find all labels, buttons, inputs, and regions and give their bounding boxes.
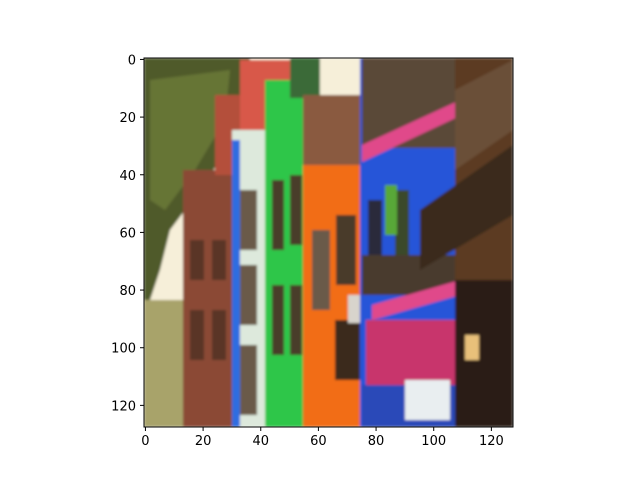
y-tick-label: 100 xyxy=(111,342,136,357)
pink-lattice xyxy=(366,320,460,388)
green-window-2 xyxy=(290,175,302,245)
tree-foliage-light xyxy=(150,70,230,210)
x-tick-label: 20 xyxy=(195,434,212,449)
green-window-3 xyxy=(272,285,284,355)
green-window-4 xyxy=(290,285,302,355)
y-tick-label: 20 xyxy=(119,111,136,126)
brick-window-3 xyxy=(190,310,204,360)
pale-window-3 xyxy=(237,345,257,415)
y-axis: 0 20 40 60 80 100 120 xyxy=(111,53,144,414)
x-tick-label: 40 xyxy=(252,434,269,449)
pale-window-2 xyxy=(237,265,257,325)
green-top xyxy=(290,58,320,98)
green-window-1 xyxy=(272,180,284,250)
x-tick-label: 0 xyxy=(141,434,149,449)
x-tick-label: 80 xyxy=(368,434,385,449)
x-tick-label: 100 xyxy=(421,434,446,449)
y-tick-label: 40 xyxy=(119,169,136,184)
y-tick-label: 80 xyxy=(119,284,136,299)
axes-frame xyxy=(143,57,514,428)
lamp xyxy=(465,335,479,360)
brick-window-4 xyxy=(212,310,226,360)
orange-window-2 xyxy=(336,215,356,285)
white-sheet xyxy=(405,380,450,420)
pink-band-top xyxy=(362,100,460,162)
orange-shadow xyxy=(303,95,363,165)
wood-lower xyxy=(455,280,513,427)
photo-image xyxy=(144,58,513,427)
blue-stripe xyxy=(232,140,240,427)
brick-window-2 xyxy=(212,240,226,280)
x-axis: 0 20 40 60 80 100 120 xyxy=(141,427,504,449)
blue-window-2 xyxy=(395,190,409,260)
wood-balcony-diagonal xyxy=(420,145,513,270)
y-tick-label: 0 xyxy=(128,53,136,68)
green-plant xyxy=(385,185,397,235)
brick-building xyxy=(183,170,235,427)
orange-window-1 xyxy=(312,230,330,310)
wood-lattice xyxy=(455,60,513,170)
y-tick-label: 60 xyxy=(119,226,136,241)
pale-window-1 xyxy=(237,190,257,250)
tree-trunk-lower xyxy=(144,300,184,427)
x-tick-label: 60 xyxy=(310,434,327,449)
brick-window-1 xyxy=(190,240,204,280)
y-tick-label: 120 xyxy=(111,399,136,414)
green-building xyxy=(265,80,307,427)
pink-band-mid xyxy=(372,280,460,320)
x-tick-label: 120 xyxy=(479,434,504,449)
